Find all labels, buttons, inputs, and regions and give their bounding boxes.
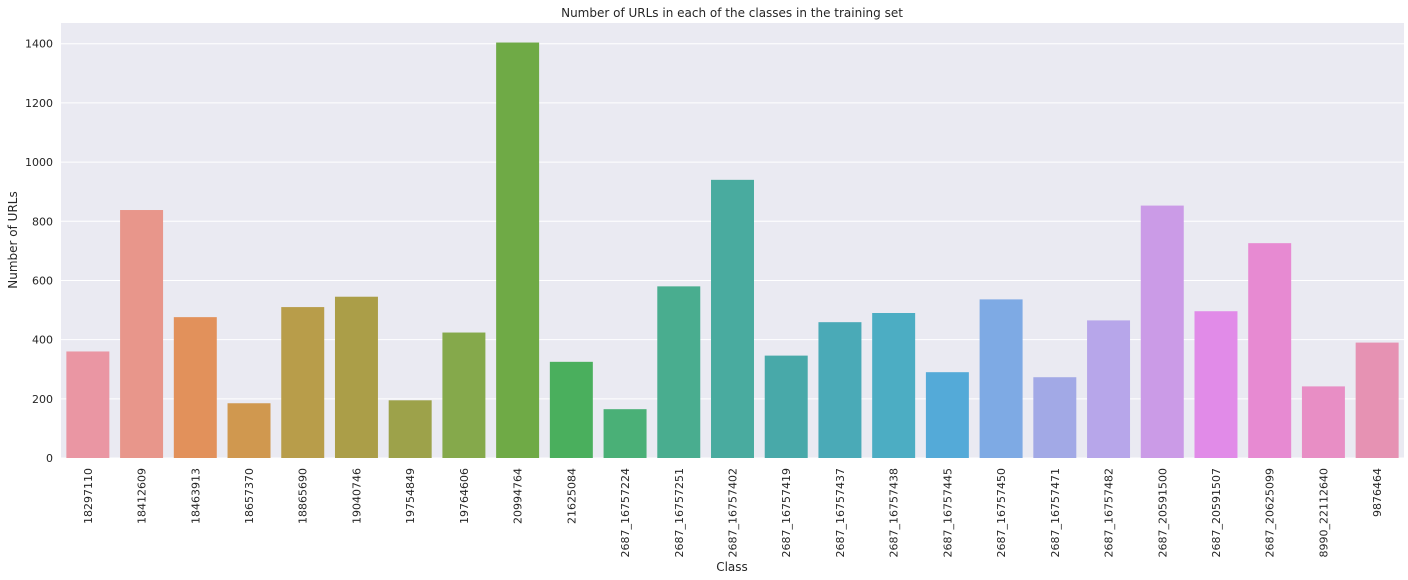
x-tick-label: 21625084 [565,468,578,524]
x-tick-label: 18657370 [243,468,256,524]
x-tick-label: 18865690 [297,468,310,524]
x-tick-label: 2687_16757450 [995,468,1008,557]
bar-2687_20591500 [1140,205,1184,458]
bar-19040746 [334,296,378,458]
bar-20994764 [496,42,540,459]
x-tick-label: 9876464 [1371,468,1384,517]
x-tick-label: 18463913 [189,468,202,524]
x-tick-label: 19764606 [458,468,471,524]
bar-9876464 [1355,342,1399,458]
x-tick-label: 2687_20591507 [1210,468,1223,557]
bar-21625084 [549,361,593,458]
bar-2687_16757224 [603,409,647,458]
bar-19764606 [442,332,486,458]
bar-18463913 [173,317,217,458]
x-tick-label: 2687_16757437 [834,468,847,557]
x-tick-label: 18412609 [136,468,149,524]
bar-2687_16757450 [979,299,1023,458]
x-tick-label: 8990_22112640 [1317,468,1330,557]
bar-2687_20591507 [1194,311,1238,458]
x-tick-label: 2687_20625099 [1264,468,1277,557]
x-tick-label: 2687_20591500 [1156,468,1169,557]
bar-2687_16757482 [1087,320,1131,458]
y-tick-label: 1200 [25,97,53,110]
bar-18865690 [281,307,325,458]
y-axis-label: Number of URLs [6,191,20,288]
x-tick-label: 19754849 [404,468,417,524]
y-tick-label: 1000 [25,156,53,169]
x-tick-label: 2687_16757438 [888,468,901,557]
x-tick-label: 19040746 [350,468,363,524]
x-tick-label: 2687_16757224 [619,468,632,557]
bar-2687_16757445 [925,372,969,458]
x-tick-labels: 18297110 18412609 18463913 18657370 18865690… [82,468,1384,557]
bar-2687_16757437 [818,322,862,458]
x-tick-label: 2687_16757402 [727,468,740,557]
bar-18297110 [66,351,110,458]
y-tick-label: 0 [46,452,53,465]
y-tick-label: 1400 [25,38,53,51]
bar-18657370 [227,403,271,458]
bar-2687_20625099 [1248,243,1292,458]
bar-2687_16757419 [764,355,808,458]
x-tick-label: 2687_16757482 [1103,468,1116,557]
chart-title: Number of URLs in each of the classes in… [561,6,903,20]
x-tick-label: 2687_16757445 [941,468,954,557]
x-tick-label: 2687_16757419 [780,468,793,557]
y-tick-label: 400 [32,334,53,347]
x-tick-label: 20994764 [512,468,525,524]
bar-2687_16757471 [1033,377,1077,458]
y-tick-label: 200 [32,393,53,406]
bars [66,42,1399,459]
x-tick-label: 2687_16757251 [673,468,686,557]
y-tick-label: 600 [32,274,53,287]
y-tick-labels: 0 200 400 600 800 1000 1200 1400 [25,38,53,465]
bar-2687_16757438 [872,313,916,458]
y-tick-label: 800 [32,215,53,228]
x-axis-label: Class [716,560,748,574]
bar-19754849 [388,400,432,458]
x-tick-label: 18297110 [82,468,95,524]
bar-8990_22112640 [1301,386,1345,458]
bar-18412609 [120,210,164,458]
bar-2687_16757251 [657,286,701,458]
bar-2687_16757402 [711,179,754,458]
x-tick-label: 2687_16757471 [1049,468,1062,557]
